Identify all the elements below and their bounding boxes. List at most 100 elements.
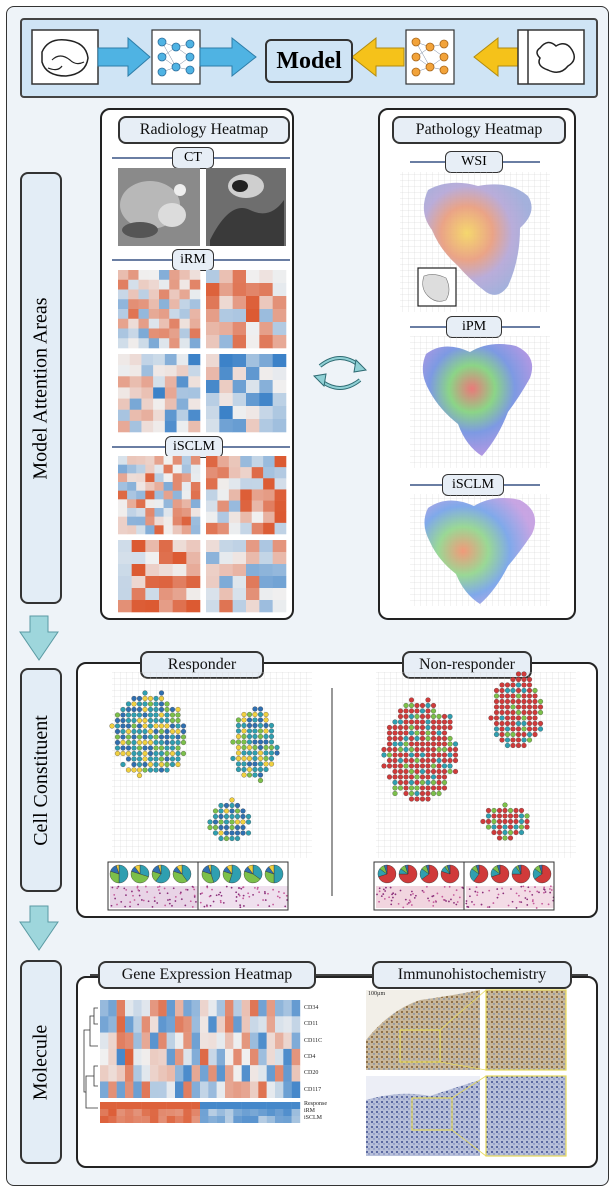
- cell-dot: [507, 807, 514, 814]
- cell-dot: [142, 750, 148, 757]
- gene-cell: [108, 1032, 117, 1050]
- cell-dot: [493, 726, 500, 732]
- tissue-speck: [208, 895, 211, 898]
- cell-dot: [425, 730, 431, 736]
- heatmap-cell: [172, 600, 187, 613]
- heatmap-cell: [186, 552, 201, 565]
- annotation-cell: [250, 1116, 259, 1123]
- gene-cell: [116, 1016, 126, 1033]
- cell-dot: [212, 808, 219, 814]
- tissue-speck: [511, 900, 514, 903]
- tissue-speck: [534, 886, 536, 888]
- heatmap-cell: [118, 338, 129, 349]
- tissue-speck: [518, 894, 520, 897]
- cell-dot: [234, 830, 241, 836]
- annotation-cell: [166, 1102, 176, 1109]
- gene-cell: [175, 1016, 184, 1033]
- cell-dot: [252, 733, 258, 740]
- cell-dot: [436, 724, 442, 731]
- heatmap-cell: [246, 419, 260, 433]
- tissue-speck: [432, 894, 435, 897]
- heatmap-cell: [206, 270, 220, 284]
- cell-dot: [142, 723, 148, 729]
- annotation-cell: [233, 1116, 242, 1123]
- tissue-speck: [242, 894, 245, 897]
- cell-dot: [153, 734, 159, 740]
- cell-dot: [169, 745, 176, 751]
- cell-dot: [430, 763, 437, 769]
- heatmap-cell: [159, 289, 170, 300]
- heatmap-cell: [228, 478, 241, 490]
- gene-cell: [291, 1065, 301, 1082]
- cell-dot: [158, 728, 165, 735]
- gene-cell: [208, 1048, 217, 1066]
- tissue-speck: [258, 891, 261, 894]
- heatmap-cell: [153, 398, 166, 411]
- cell-dot: [114, 717, 121, 724]
- heatmap-cell: [259, 296, 273, 310]
- cell-dot: [131, 750, 137, 757]
- cell-dot: [408, 763, 415, 769]
- cell-dot: [526, 682, 533, 688]
- annotation-cell: [283, 1109, 292, 1116]
- cell-dot: [218, 835, 224, 842]
- cell-dot: [386, 763, 393, 769]
- cell-dot: [510, 742, 516, 749]
- tissue-speck: [153, 900, 156, 902]
- heatmap-cell: [189, 318, 201, 329]
- heatmap-cell: [263, 489, 275, 501]
- gene-cell: [266, 1032, 276, 1050]
- heatmap-cell: [154, 508, 164, 517]
- cell-dot: [169, 712, 176, 718]
- cell-dot: [142, 761, 148, 768]
- wsi-label: WSI: [445, 151, 503, 173]
- cell-dot: [518, 813, 525, 819]
- heatmap-cell: [219, 564, 233, 577]
- heatmap-cell: [153, 376, 166, 388]
- cell-dot: [521, 720, 527, 727]
- tissue-speck: [390, 899, 393, 902]
- tissue-speck: [158, 889, 160, 891]
- tissue-speck: [441, 895, 444, 898]
- heatmap-cell: [206, 296, 220, 310]
- cell-dot: [408, 757, 415, 764]
- annotation-cell: [108, 1116, 117, 1123]
- cell-dot: [499, 687, 505, 694]
- cell-dot: [142, 734, 148, 740]
- pie-slice: [473, 864, 489, 884]
- heatmap-cell: [176, 409, 189, 422]
- heatmap-cell: [153, 387, 166, 399]
- heatmap-cell: [163, 490, 173, 500]
- cell-dot: [153, 701, 159, 707]
- cell-dot: [397, 785, 404, 791]
- cell-dot: [381, 752, 387, 758]
- heatmap-cell: [274, 522, 287, 535]
- cell-dot: [515, 698, 522, 705]
- tissue-speck: [458, 896, 461, 899]
- cell-dot: [414, 779, 420, 786]
- cell-dot: [263, 744, 269, 751]
- annotation-cell: [258, 1109, 267, 1116]
- heatmap-cell: [118, 490, 128, 500]
- cell-dot: [408, 785, 415, 791]
- pie-slice: [130, 870, 149, 884]
- annotation-cell: [141, 1116, 151, 1123]
- gene-cell: [133, 1048, 142, 1066]
- cell-dot: [408, 779, 415, 786]
- gene-cell: [108, 1016, 117, 1033]
- cell-dot: [235, 733, 242, 740]
- heatmap-cell: [145, 516, 155, 526]
- cell-dot: [499, 682, 505, 688]
- cell-dot: [142, 745, 148, 751]
- ihc-brown-zoom: [485, 989, 567, 1071]
- heatmap-cell: [272, 367, 287, 381]
- cell-dot: [131, 712, 137, 718]
- cell-dot: [241, 728, 247, 734]
- heatmap-cell: [217, 511, 230, 524]
- cell-dot: [164, 728, 170, 735]
- heatmap-cell: [141, 387, 154, 399]
- cell-dot: [235, 717, 242, 723]
- annotation-cell: [208, 1109, 217, 1116]
- tissue-speck: [276, 895, 279, 898]
- cell-dot: [493, 693, 500, 699]
